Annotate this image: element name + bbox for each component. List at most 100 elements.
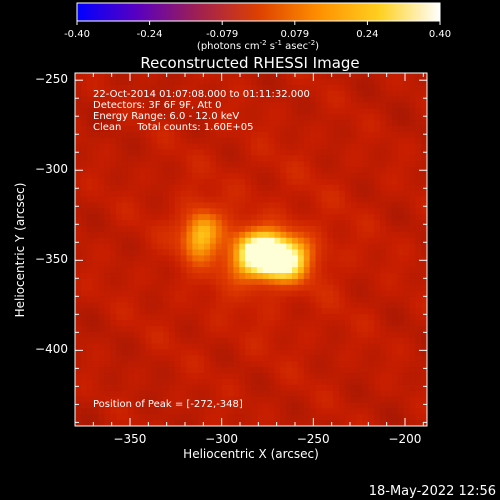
heatmap-cell (321, 78, 328, 86)
heatmap-cell (368, 273, 375, 280)
heatmap-cell (239, 225, 246, 233)
heatmap-cell (309, 278, 316, 286)
heatmap-cell (75, 237, 82, 245)
heatmap-cell (92, 390, 99, 397)
heatmap-cell (192, 96, 199, 103)
heatmap-cell (356, 143, 363, 150)
heatmap-cell (292, 220, 299, 227)
heatmap-cell (274, 402, 281, 409)
heatmap-cell (409, 231, 416, 239)
heatmap-cell (268, 178, 275, 186)
heatmap-cell (168, 96, 176, 103)
heatmap-cell (121, 231, 129, 239)
heatmap-cell (403, 161, 410, 168)
heatmap-cell (215, 273, 223, 280)
heatmap-cell (245, 255, 252, 262)
heatmap-cell (251, 367, 258, 374)
heatmap-cell (362, 420, 369, 427)
heatmap-cell (121, 73, 129, 80)
heatmap-cell (256, 137, 264, 144)
heatmap-cell (356, 408, 363, 415)
heatmap-cell (168, 137, 176, 144)
heatmap-cell (303, 137, 311, 144)
heatmap-cell (403, 408, 410, 415)
heatmap-cell (215, 173, 223, 180)
heatmap-cell (380, 284, 387, 292)
heatmap-cell (110, 143, 117, 150)
heatmap-cell (116, 273, 123, 280)
heatmap-cell (262, 167, 269, 174)
heatmap-cell (174, 355, 181, 362)
heatmap-cell (133, 214, 140, 221)
heatmap-cell (256, 202, 264, 209)
heatmap-cell (198, 125, 205, 133)
heatmap-cell (251, 137, 258, 144)
heatmap-cell (133, 155, 140, 162)
heatmap-cell (192, 367, 199, 374)
heatmap-cell (157, 296, 164, 303)
heatmap-cell (421, 273, 428, 280)
heatmap-cell (368, 143, 375, 150)
heatmap-cell (315, 78, 322, 86)
heatmap-cell (321, 273, 328, 280)
heatmap-cell (151, 390, 158, 397)
heatmap-cell (303, 90, 311, 97)
heatmap-cell (227, 149, 234, 156)
heatmap-cell (327, 308, 334, 315)
heatmap-cell (110, 202, 117, 209)
heatmap-cell (268, 208, 275, 215)
heatmap-cell (227, 373, 234, 380)
heatmap-cell (315, 355, 322, 362)
heatmap-cell (233, 249, 240, 256)
heatmap-cell (92, 296, 99, 303)
heatmap-cell (397, 302, 404, 309)
heatmap-cell (168, 378, 176, 386)
heatmap-cell (133, 137, 140, 144)
heatmap-cell (204, 378, 211, 386)
heatmap-cell (198, 137, 205, 144)
heatmap-cell (339, 143, 346, 150)
heatmap-cell (403, 396, 410, 403)
heatmap-cell (297, 220, 305, 227)
heatmap-cell (209, 402, 217, 409)
heatmap-cell (274, 337, 281, 345)
heatmap-cell (221, 267, 228, 274)
heatmap-cell (280, 325, 287, 333)
heatmap-cell (297, 367, 305, 374)
heatmap-cell (215, 190, 223, 197)
heatmap-cell (286, 302, 293, 309)
heatmap-cell (198, 255, 205, 262)
heatmap-cell (262, 414, 269, 421)
heatmap-cell (256, 237, 264, 245)
heatmap-cell (415, 96, 422, 103)
heatmap-cell (262, 302, 269, 309)
heatmap-cell (227, 331, 234, 339)
heatmap-cell (315, 249, 322, 256)
heatmap-cell (385, 384, 393, 392)
heatmap-cell (415, 414, 422, 421)
heatmap-cell (151, 290, 158, 297)
heatmap-cell (86, 178, 93, 186)
heatmap-cell (151, 249, 158, 256)
heatmap-cell (151, 125, 158, 133)
heatmap-cell (256, 208, 264, 215)
heatmap-cell (350, 396, 357, 403)
heatmap-cell (356, 290, 363, 297)
heatmap-cell (174, 290, 181, 297)
heatmap-cell (104, 84, 111, 92)
heatmap-cell (350, 367, 357, 374)
heatmap-cell (268, 214, 275, 221)
heatmap-cell (415, 267, 422, 274)
heatmap-cell (174, 196, 181, 203)
heatmap-cell (286, 390, 293, 397)
heatmap-cell (98, 390, 105, 397)
heatmap-cell (297, 78, 305, 86)
heatmap-cell (421, 337, 428, 345)
heatmap-cell (233, 414, 240, 421)
heatmap-cell (145, 214, 152, 221)
heatmap-cell (227, 284, 234, 292)
heatmap-cell (80, 202, 88, 209)
heatmap-cell (356, 190, 363, 197)
heatmap-cell (110, 296, 117, 303)
heatmap-cell (286, 278, 293, 286)
